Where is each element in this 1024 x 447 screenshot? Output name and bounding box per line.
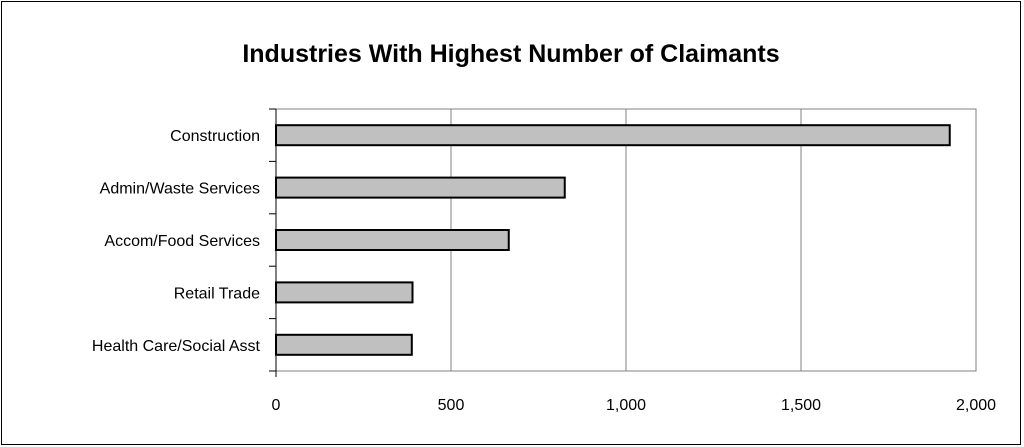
category-label: Construction: [170, 128, 260, 145]
bar: [275, 229, 510, 251]
axis-layer: [269, 108, 277, 377]
bar: [275, 333, 413, 356]
bar: [275, 176, 566, 199]
category-label: Accom/Food Services: [104, 233, 260, 250]
x-tick-label: 0: [272, 397, 281, 414]
category-label: Health Care/Social Asst: [92, 338, 261, 355]
chart-title: Industries With Highest Number of Claima…: [242, 40, 780, 68]
bar: [275, 281, 414, 304]
x-tick-label: 1,000: [606, 397, 646, 414]
x-tick-label: 500: [438, 397, 465, 414]
bar: [275, 124, 951, 147]
bar-layer: [275, 124, 951, 356]
category-label: Admin/Waste Services: [100, 181, 260, 198]
x-tick-label: 1,500: [781, 397, 821, 414]
category-label: Retail Trade: [174, 285, 260, 302]
label-layer: 0 500 1,000 1,500 2,000 Construction Admin/Was…: [92, 128, 996, 414]
x-tick-label: 2,000: [956, 397, 996, 414]
